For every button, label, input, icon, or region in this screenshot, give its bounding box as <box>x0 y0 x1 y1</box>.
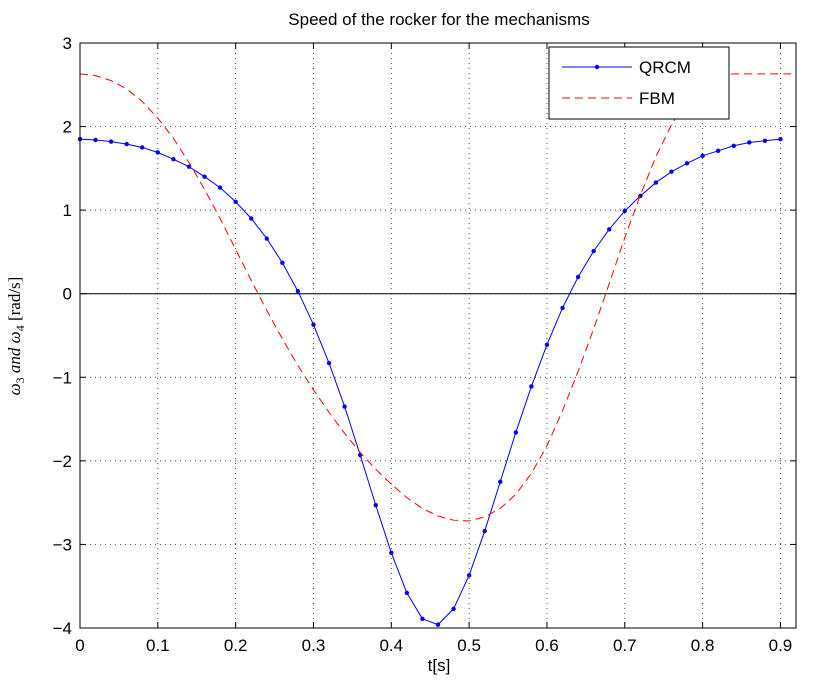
legend-marker-qrcm <box>594 64 600 70</box>
data-point-qrcm <box>280 260 285 265</box>
data-point-qrcm <box>529 384 534 389</box>
y-axis-label-omega3: ω <box>5 383 24 395</box>
data-point-qrcm <box>420 616 425 622</box>
y-axis-label-and: and <box>5 343 24 377</box>
data-point-qrcm <box>482 528 487 534</box>
y-tick-label: 1 <box>63 201 72 220</box>
x-tick-label: 0.5 <box>457 636 481 655</box>
data-point-qrcm <box>498 479 503 484</box>
data-point-qrcm <box>217 185 223 190</box>
y-tick-label: −1 <box>53 368 72 387</box>
y-tick-label: −4 <box>53 619 72 638</box>
data-point-qrcm <box>202 174 207 179</box>
data-point-qrcm <box>638 193 643 199</box>
data-point-qrcm <box>451 606 456 611</box>
data-point-qrcm <box>140 145 145 150</box>
data-point-qrcm <box>186 164 192 169</box>
data-point-qrcm <box>295 289 301 294</box>
data-point-qrcm <box>544 342 550 347</box>
y-tick-label: −2 <box>53 452 72 471</box>
legend-label-fbm: FBM <box>639 89 675 108</box>
x-axis-label: t[s] <box>428 656 451 675</box>
data-point-qrcm <box>233 199 238 204</box>
data-point-qrcm <box>108 139 114 144</box>
data-point-qrcm <box>747 140 752 145</box>
data-point-qrcm <box>700 153 705 159</box>
x-tick-label: 0.4 <box>379 636 403 655</box>
y-axis-label-sub4: 4 <box>13 325 27 331</box>
data-point-qrcm <box>778 136 783 142</box>
data-point-qrcm <box>575 274 581 280</box>
chart-title: Speed of the rocker for the mechanisms <box>288 10 589 29</box>
data-point-qrcm <box>513 430 519 435</box>
data-point-qrcm <box>326 360 332 366</box>
data-point-qrcm <box>669 169 674 174</box>
data-point-qrcm <box>560 305 565 311</box>
data-point-qrcm <box>715 148 721 154</box>
data-point-qrcm <box>342 404 347 409</box>
data-point-qrcm <box>684 161 690 166</box>
series-line-qrcm <box>79 138 781 626</box>
x-tick-label: 0 <box>75 636 84 655</box>
data-point-qrcm <box>435 622 441 627</box>
data-point-qrcm <box>124 141 129 147</box>
y-tick-label: 0 <box>63 285 72 304</box>
data-point-qrcm <box>155 150 161 155</box>
data-point-qrcm <box>93 137 98 143</box>
data-point-qrcm <box>404 590 410 596</box>
data-point-qrcm <box>264 236 269 241</box>
data-point-qrcm <box>622 208 627 214</box>
data-point-qrcm <box>653 180 659 185</box>
y-tick-label: 2 <box>63 118 72 137</box>
y-axis-label-unit: [rad/s] <box>5 277 24 326</box>
y-tick-label: −3 <box>53 535 72 554</box>
x-tick-label: 0.6 <box>535 636 559 655</box>
plot-frame <box>79 42 797 629</box>
x-tick-label: 0.7 <box>613 636 637 655</box>
data-point-qrcm <box>373 502 378 508</box>
y-axis-label-omega4: ω <box>5 331 24 343</box>
x-tick-label: 0.3 <box>302 636 326 655</box>
data-point-qrcm <box>171 156 176 162</box>
legend-label-qrcm: QRCM <box>639 58 691 77</box>
data-point-qrcm <box>389 550 394 555</box>
legend: QRCM FBM <box>548 46 730 120</box>
data-point-qrcm <box>591 248 596 254</box>
x-tick-label: 0.2 <box>224 636 248 655</box>
legend-box <box>548 46 730 120</box>
x-tick-label: 0.1 <box>146 636 170 655</box>
data-point-qrcm <box>607 227 612 232</box>
axis-ticks: 0 0.1 0.2 0.3 0.4 0.5 0.6 0.7 0.8 0.9 −4 −3 −2 −1 0 1 2 3 <box>53 34 796 655</box>
x-tick-label: 0.9 <box>769 636 793 655</box>
data-point-qrcm <box>311 322 316 327</box>
data-point-qrcm <box>466 573 472 578</box>
y-axis-label: ω3 and ω4 [rad/s] <box>5 277 27 396</box>
y-tick-label: 3 <box>63 34 72 53</box>
data-point-qrcm <box>731 143 736 148</box>
y-axis-label-sub3: 3 <box>13 377 27 383</box>
data-point-qrcm <box>762 138 768 143</box>
data-point-qrcm <box>249 216 254 221</box>
x-tick-label: 0.8 <box>691 636 715 655</box>
